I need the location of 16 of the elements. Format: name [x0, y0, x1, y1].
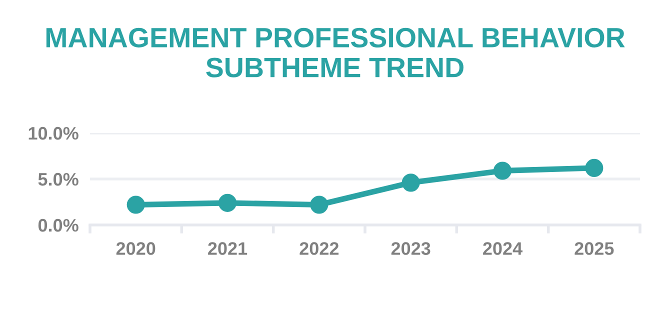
x-tick-label: 2020: [116, 242, 156, 255]
x-tick-label: 2025: [574, 242, 614, 255]
point: [310, 196, 328, 214]
x-tick-label: 2022: [300, 242, 339, 255]
point: [402, 174, 420, 192]
x-tick-label: 2023: [391, 242, 430, 255]
x-tick-label: 2021: [208, 242, 248, 255]
x-tick-label: 2024: [483, 242, 522, 255]
point: [585, 158, 604, 177]
chart-title: MANAGEMENT PROFESSIONAL BEHAVIOR SUBTHEME TREND: [46, 28, 625, 78]
y-tick-label: 10.0%: [28, 126, 78, 140]
y-tick-label: 0.0%: [38, 218, 78, 232]
point: [126, 196, 145, 214]
point: [493, 162, 512, 180]
point: [218, 194, 237, 212]
y-tick-label: 5.0%: [38, 172, 78, 186]
